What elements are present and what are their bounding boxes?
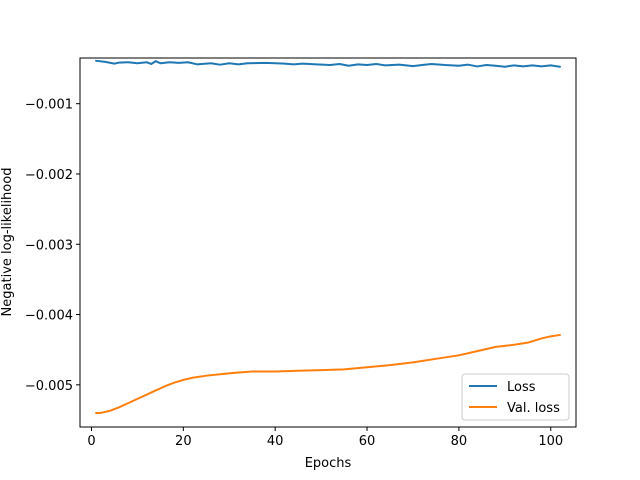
series-layer xyxy=(95,59,561,414)
y-tick-label: −0.001 xyxy=(25,98,73,113)
x-axis: 0 20 40 60 80 100 xyxy=(87,427,563,449)
x-tick-label: 20 xyxy=(175,434,192,449)
x-tick-label: 0 xyxy=(87,434,95,449)
x-axis-title: Epochs xyxy=(305,456,352,471)
x-tick-label: 80 xyxy=(451,434,468,449)
y-tick-label: −0.005 xyxy=(25,379,73,394)
series-line-val-loss xyxy=(95,333,561,414)
series-line-loss xyxy=(95,59,561,68)
y-axis-title: Negative log-likelihood xyxy=(0,168,15,317)
y-axis: −0.005 −0.004 −0.003 −0.002 −0.001 xyxy=(25,98,80,394)
x-tick-label: 100 xyxy=(538,434,563,449)
x-tick-label: 60 xyxy=(359,434,376,449)
x-tick-label: 40 xyxy=(267,434,284,449)
y-tick-label: −0.003 xyxy=(25,238,73,253)
y-tick-label: −0.002 xyxy=(25,168,73,183)
plot-frame xyxy=(79,57,577,428)
plot-area xyxy=(80,58,576,427)
legend: Loss Val. loss xyxy=(461,373,570,421)
y-tick-label: −0.004 xyxy=(25,309,73,324)
legend-label-val-loss: Val. loss xyxy=(507,401,560,416)
legend-label-loss: Loss xyxy=(507,380,536,395)
